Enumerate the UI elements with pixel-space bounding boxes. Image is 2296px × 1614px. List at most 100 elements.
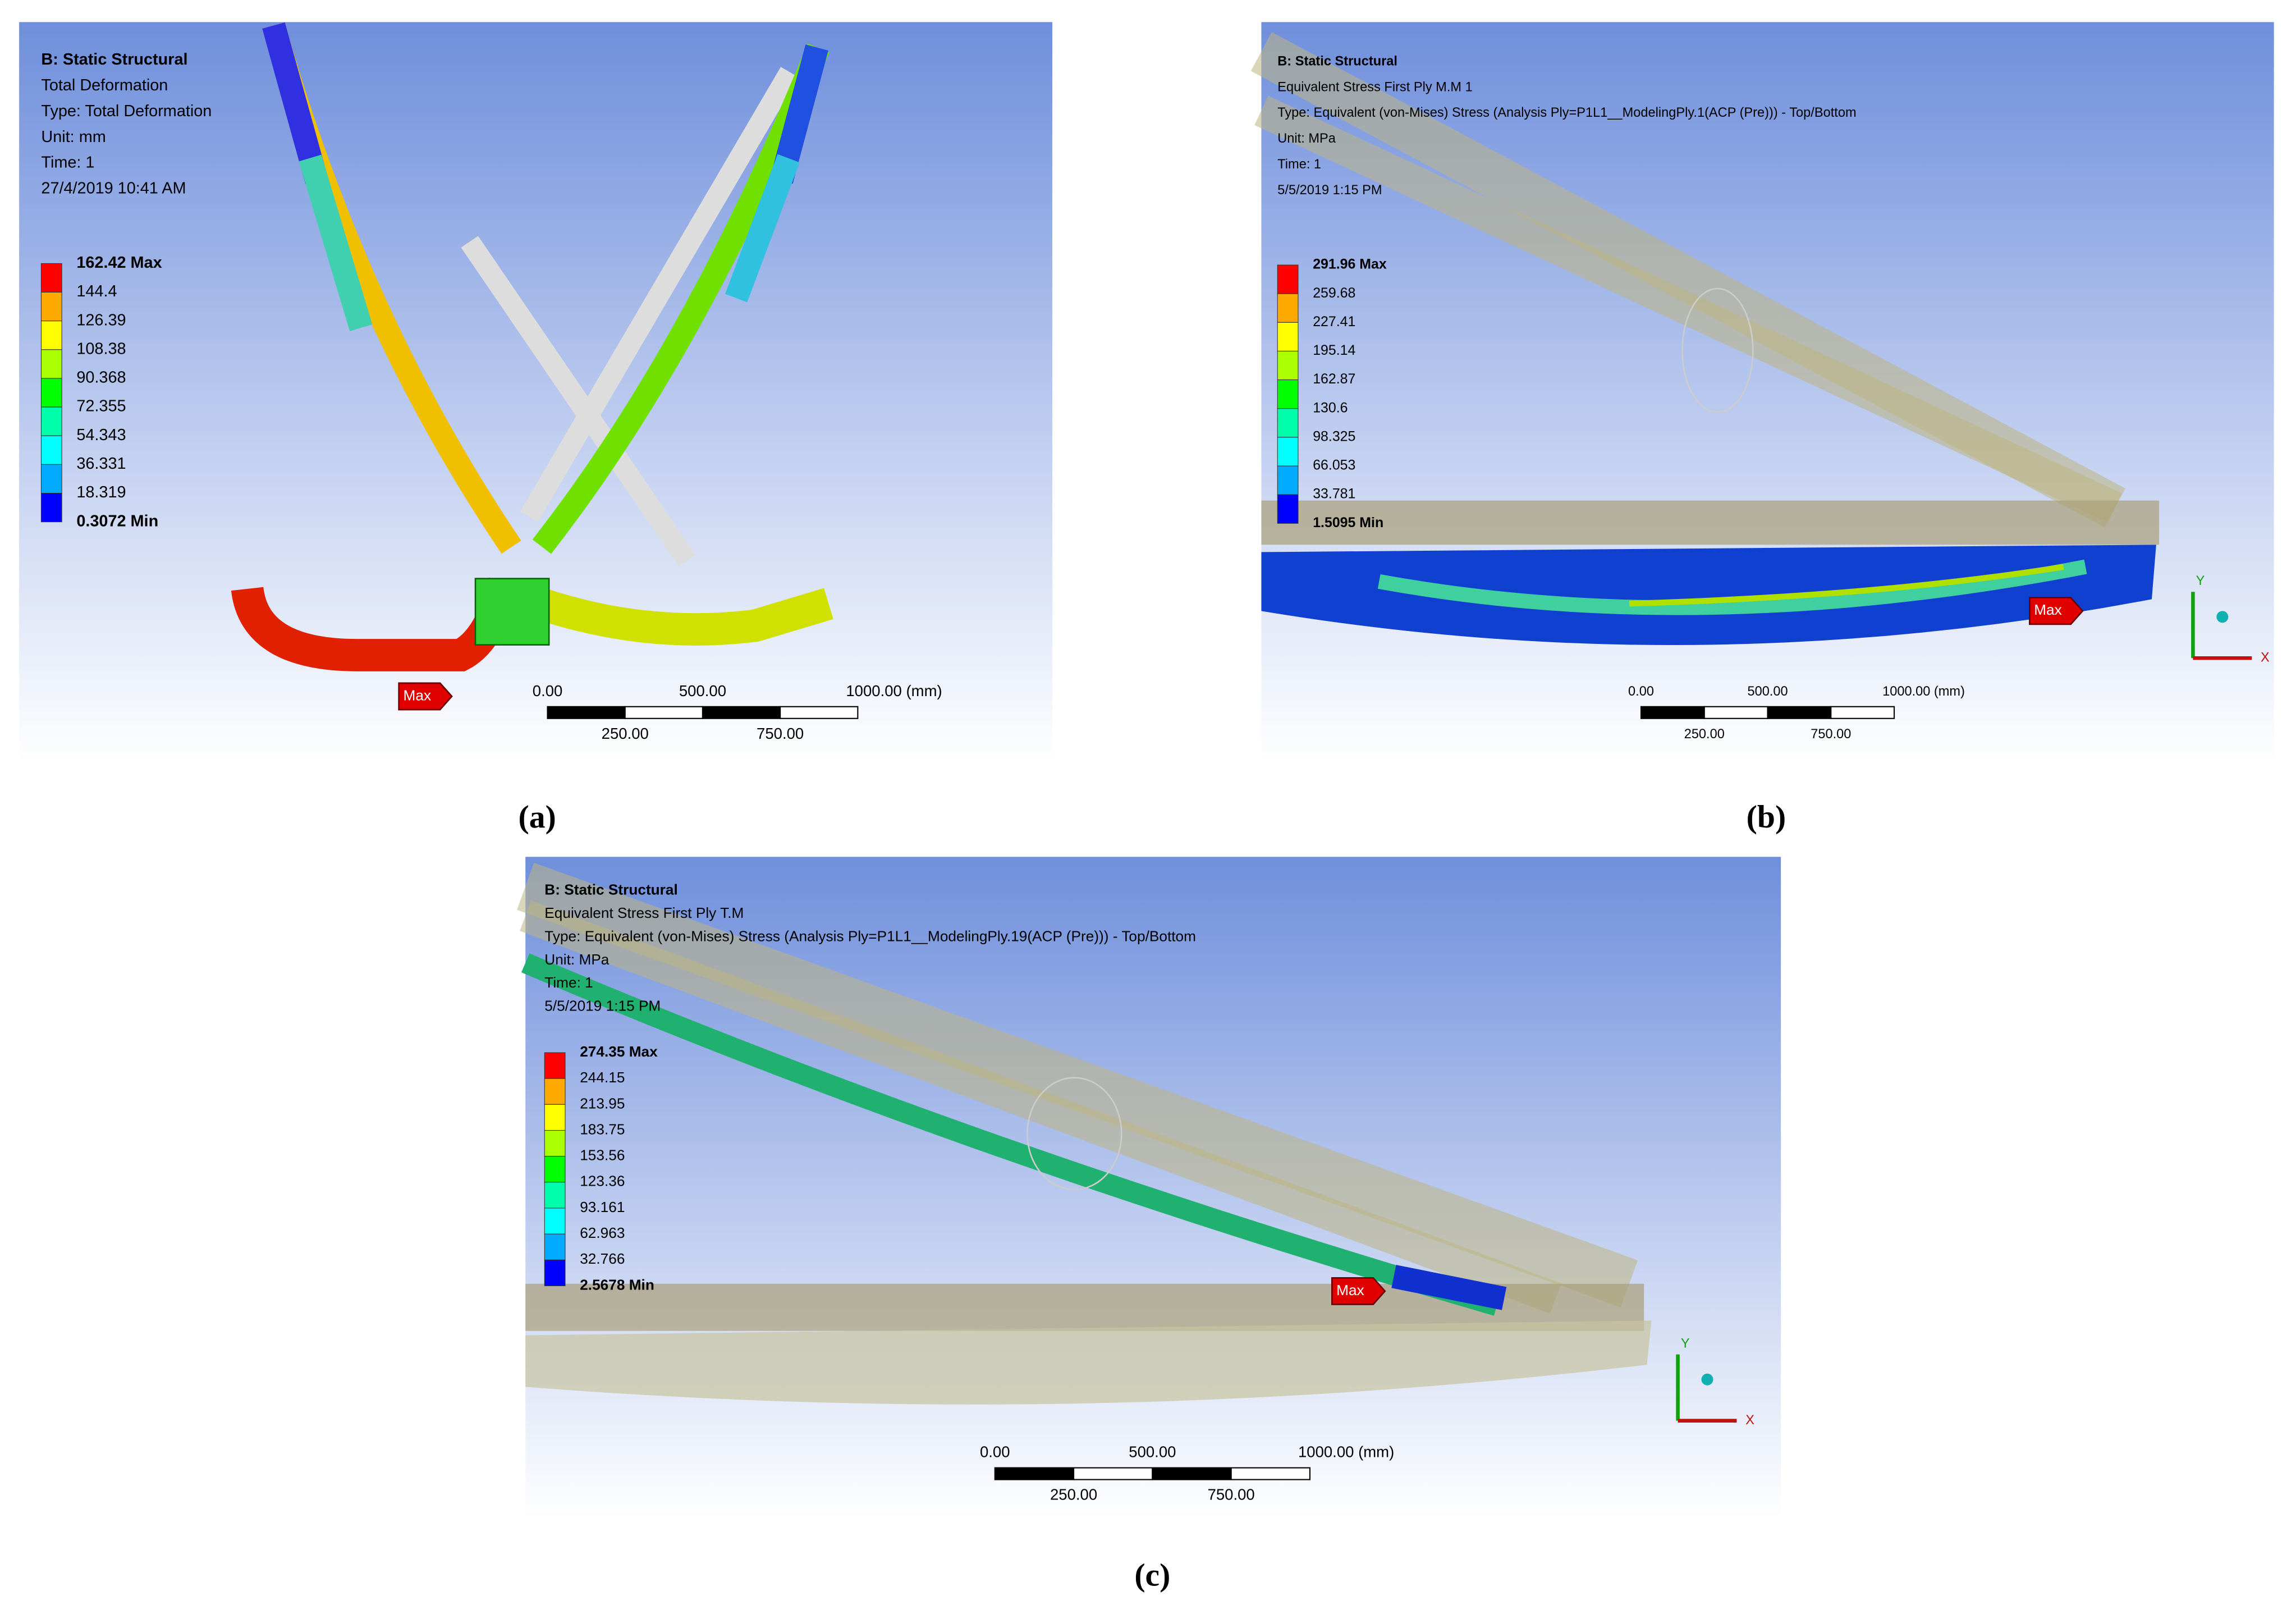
header-line: Time: 1 [41, 154, 94, 172]
scale-label: 1000.00 (mm) [1298, 1443, 1394, 1461]
legend-swatch [544, 1104, 566, 1131]
scale-label: 500.00 [1129, 1443, 1176, 1461]
outline [1026, 1077, 1122, 1191]
legend-label: 183.75 [580, 1121, 625, 1137]
legend-label: 72.355 [76, 397, 126, 415]
joint [474, 578, 550, 646]
legend-swatch [544, 1130, 566, 1157]
stress-tip [1391, 1265, 1507, 1310]
deformed-beam [521, 953, 1500, 1316]
beam [299, 154, 373, 331]
result-panel: B: Static Structural Equivalent Stress Fi… [517, 857, 1781, 1520]
header-line: 27/4/2019 10:41 AM [41, 180, 186, 198]
legend-swatch [544, 1182, 566, 1209]
legend-swatch [544, 1233, 566, 1260]
scale-bar-segment [1073, 1467, 1153, 1480]
beam [770, 44, 828, 184]
legend-label: 144.4 [76, 282, 117, 300]
max-tag [398, 682, 453, 711]
scale-label: 250.00 [1050, 1486, 1097, 1503]
legend-label: 162.87 [1313, 371, 1355, 387]
max-label: Max [404, 687, 432, 703]
legend-label: 66.053 [1313, 458, 1355, 473]
scale-label: 500.00 [1747, 684, 1788, 699]
header-line: Type: Total Deformation [41, 102, 212, 120]
scale-label: 1000.00 (mm) [846, 682, 942, 699]
legend-label: 126.39 [76, 311, 126, 329]
legend-label: 62.963 [580, 1224, 625, 1241]
axis-label: Y [2196, 574, 2205, 588]
result-panel: B: Static Structural Equivalent Stress Fi… [1250, 22, 2274, 763]
scale-bar-segment [1767, 706, 1832, 719]
beam [520, 67, 799, 522]
legend-label: 98.325 [1313, 428, 1355, 444]
scale-bar-segment [1703, 706, 1768, 719]
header-line: Unit: MPa [544, 951, 609, 968]
legend-swatch [1277, 380, 1299, 409]
header-line: B: Static Structural [41, 51, 187, 68]
max-tag [2029, 597, 2084, 625]
legend-swatch [544, 1052, 566, 1079]
panel-caption: (c) [1134, 1557, 1170, 1593]
legend-swatch [40, 292, 62, 322]
beam [262, 22, 328, 184]
scale-label: 750.00 [757, 725, 804, 742]
lower-beam [525, 1320, 1652, 1405]
legend-swatch [40, 349, 62, 379]
legend-swatch [1277, 465, 1299, 495]
scale-label: 250.00 [1684, 727, 1725, 742]
legend-swatch [40, 406, 62, 436]
scale-bar-segment [702, 706, 781, 719]
legend-label: 18.319 [76, 483, 126, 501]
scale-bar-segment [624, 706, 703, 719]
stress-peak [1629, 564, 2064, 607]
scale-bar-segment [1830, 706, 1895, 719]
legend-swatch [1277, 264, 1299, 294]
legend-label: 123.36 [580, 1173, 625, 1190]
scale-bar-segment [994, 1467, 1075, 1480]
legend-swatch [40, 493, 62, 523]
legend-label: 130.6 [1313, 400, 1348, 415]
legend-label: 195.14 [1313, 342, 1355, 358]
legend-label: 259.68 [1313, 285, 1355, 301]
result-panel: B: Static Structural Total Deformation Typ… [19, 22, 1053, 763]
legend-label: 227.41 [1313, 314, 1355, 330]
legend-swatch [1277, 437, 1299, 467]
legend-swatch [40, 263, 62, 293]
header-line: Type: Equivalent (von-Mises) Stress (Ana… [1277, 106, 1856, 120]
axis-label: X [1745, 1413, 1754, 1428]
deformed-beam [1261, 545, 2156, 646]
scale-label: 0.00 [1628, 684, 1654, 699]
beam [725, 154, 800, 303]
legend-label: 153.56 [580, 1147, 625, 1164]
beam [532, 43, 830, 554]
scale-bar-segment [1230, 1467, 1311, 1480]
scale-label: 750.00 [1208, 1486, 1255, 1503]
header-line: 5/5/2019 1:15 PM [544, 998, 661, 1014]
header-line: B: Static Structural [544, 881, 677, 898]
scale-label: 250.00 [602, 725, 649, 742]
legend-swatch [1277, 350, 1299, 381]
axis-label: X [2261, 650, 2270, 665]
legend-label: 32.766 [580, 1250, 625, 1267]
axis-z [1701, 1373, 1713, 1386]
legend-label: 1.5095 Min [1313, 515, 1383, 531]
header-line: Time: 1 [1277, 157, 1321, 172]
legend-label: 90.368 [76, 369, 126, 387]
legend-swatch [544, 1259, 566, 1286]
header-line: B: Static Structural [1277, 54, 1397, 68]
stress-band [1377, 559, 2087, 615]
legend-label: 2.5678 Min [580, 1276, 654, 1293]
legend-swatch [40, 464, 62, 494]
top-plate [1261, 500, 2160, 545]
legend-label: 33.781 [1313, 486, 1355, 502]
scale-label: 0.00 [980, 1443, 1010, 1461]
legend-label: 36.331 [76, 455, 126, 473]
scale-bar-segment [780, 706, 859, 719]
scale-label: 500.00 [679, 682, 726, 699]
legend-swatch [544, 1156, 566, 1183]
axis-label: Y [1681, 1337, 1690, 1351]
legend-label: 0.3072 Min [76, 512, 158, 530]
